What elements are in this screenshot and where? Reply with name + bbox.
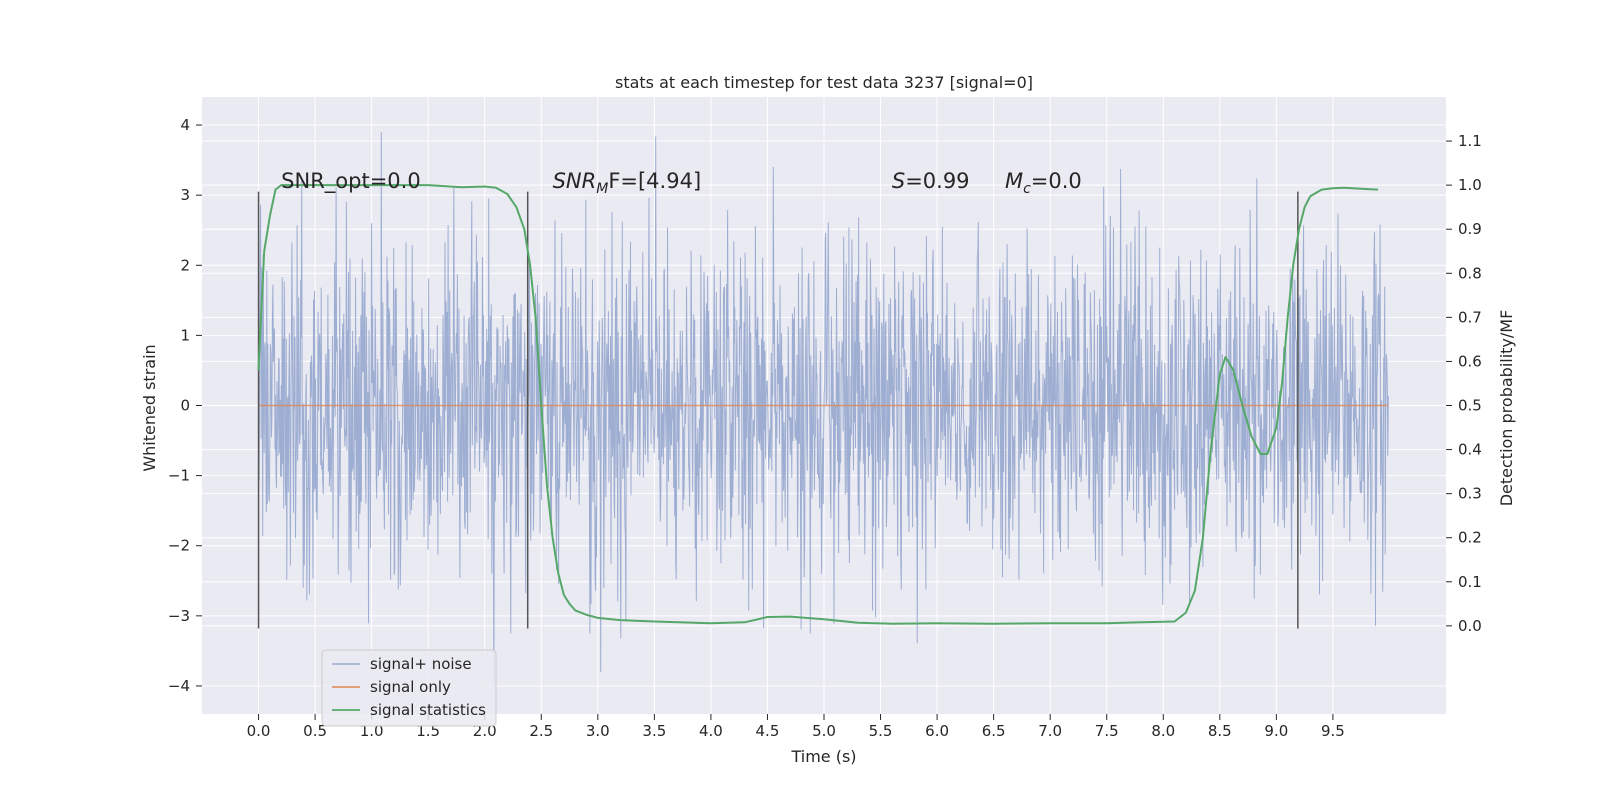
annotations: SNR_opt=0.0 SNRMF=[4.94] S=0.99 Mc=0.0 bbox=[281, 169, 1082, 197]
x-tick-label: 7.0 bbox=[1038, 722, 1062, 740]
y-right-tick-label: 0.6 bbox=[1458, 352, 1482, 370]
legend-label-statistics: signal statistics bbox=[370, 701, 486, 719]
y-right-axis-ticks: 0.0 0.1 0.2 0.3 0.4 0.5 0.6 0.7 0.8 0.9 1.0 1.1 bbox=[1446, 132, 1482, 635]
y-right-tick-label: 1.0 bbox=[1458, 176, 1482, 194]
y-left-axis-ticks: −4 −3 −2 −1 0 1 2 3 4 bbox=[168, 116, 202, 695]
y-axis-left-label: Whitened strain bbox=[140, 344, 159, 471]
x-tick-label: 9.0 bbox=[1264, 722, 1288, 740]
x-tick-label: 8.5 bbox=[1208, 722, 1232, 740]
y-left-tick-label: 0 bbox=[180, 397, 190, 415]
legend-label-noise: signal+ noise bbox=[370, 655, 472, 673]
y-right-tick-label: 0.9 bbox=[1458, 220, 1482, 238]
y-left-tick-label: 1 bbox=[180, 326, 190, 344]
annotation-text: Mc=0.0 bbox=[1005, 169, 1082, 197]
x-tick-label: 3.5 bbox=[642, 722, 666, 740]
y-axis-right-label: Detection probability/MF bbox=[1497, 310, 1516, 507]
x-tick-label: 6.0 bbox=[925, 722, 949, 740]
chart-title: stats at each timestep for test data 323… bbox=[615, 73, 1033, 92]
legend-label-signal: signal only bbox=[370, 678, 451, 696]
y-right-tick-label: 0.5 bbox=[1458, 397, 1482, 415]
y-right-tick-label: 0.3 bbox=[1458, 485, 1482, 503]
x-tick-label: 5.5 bbox=[869, 722, 893, 740]
series-signal-noise bbox=[258, 132, 1389, 687]
legend-box bbox=[321, 649, 497, 727]
y-left-tick-label: −1 bbox=[168, 467, 190, 485]
x-tick-label: 8.0 bbox=[1151, 722, 1175, 740]
y-right-tick-label: 0.7 bbox=[1458, 308, 1482, 326]
x-axis-label: Time (s) bbox=[790, 747, 856, 766]
x-tick-label: 4.0 bbox=[699, 722, 723, 740]
x-tick-label: 3.0 bbox=[586, 722, 610, 740]
y-right-tick-label: 0.0 bbox=[1458, 617, 1482, 635]
y-left-tick-label: −4 bbox=[168, 677, 190, 695]
y-right-tick-label: 0.4 bbox=[1458, 441, 1482, 459]
y-left-tick-label: 3 bbox=[180, 186, 190, 204]
series-signal-statistics bbox=[257, 184, 1379, 625]
x-tick-label: 0.5 bbox=[303, 722, 327, 740]
annotation-text: SNRMF=[4.94] bbox=[553, 169, 702, 197]
marker-lines bbox=[257, 191, 1299, 629]
annotation-text: SNR_opt=0.0 bbox=[281, 169, 421, 194]
y-right-tick-label: 0.2 bbox=[1458, 529, 1482, 547]
y-left-tick-label: −3 bbox=[168, 607, 190, 625]
x-tick-label: 9.5 bbox=[1321, 722, 1345, 740]
x-axis-ticks: 0.0 0.5 1.0 1.5 2.0 2.5 3.0 3.5 4.0 4.5 5.0 5.5 6.0 6… bbox=[247, 714, 1345, 740]
noise-line bbox=[258, 132, 1389, 687]
x-tick-label: 4.5 bbox=[756, 722, 780, 740]
y-right-tick-label: 0.8 bbox=[1458, 264, 1482, 282]
y-left-tick-label: 2 bbox=[180, 256, 190, 274]
x-tick-label: 2.5 bbox=[529, 722, 553, 740]
y-right-tick-label: 1.1 bbox=[1458, 132, 1482, 150]
x-tick-label: 7.5 bbox=[1095, 722, 1119, 740]
statistics-line bbox=[257, 184, 1379, 625]
legend: signal+ noise signal only signal statist… bbox=[321, 649, 497, 727]
y-left-tick-label: −2 bbox=[168, 537, 190, 555]
y-right-tick-label: 0.1 bbox=[1458, 573, 1482, 591]
x-tick-label: 5.0 bbox=[812, 722, 836, 740]
annotation-text: S=0.99 bbox=[892, 169, 970, 193]
x-tick-label: 6.5 bbox=[982, 722, 1006, 740]
y-left-tick-label: 4 bbox=[180, 116, 190, 134]
x-tick-label: 0.0 bbox=[247, 722, 271, 740]
